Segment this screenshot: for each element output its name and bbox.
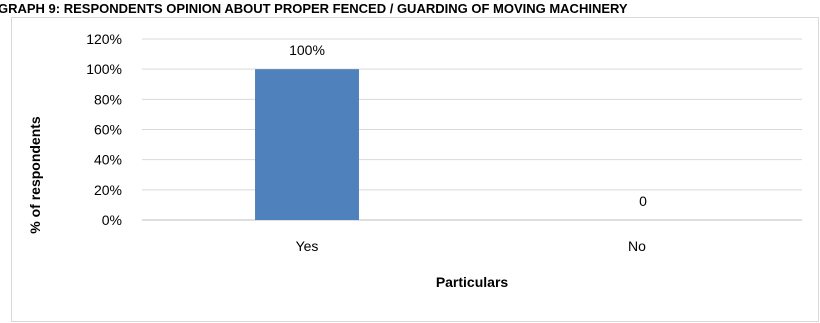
y-tick-label: 80% <box>94 91 122 107</box>
y-tick-label: 100% <box>86 61 122 77</box>
y-tick-label: 0% <box>102 212 122 228</box>
data-label: 0 <box>639 193 647 209</box>
y-axis-label: % of respondents <box>27 116 43 234</box>
chart-frame <box>11 17 819 322</box>
y-tick-labels: 0% 20% 40% 60% 80% 100% 120% <box>86 31 122 228</box>
gridlines <box>142 38 802 221</box>
x-tick-label: No <box>628 238 646 254</box>
data-labels: 100% 0 <box>289 42 647 209</box>
y-tick-label: 40% <box>94 152 122 168</box>
y-tick-label: 60% <box>94 122 122 138</box>
data-label: 100% <box>289 42 325 58</box>
bar-yes <box>255 69 359 221</box>
x-tick-labels: Yes No <box>296 238 647 254</box>
x-tick-label: Yes <box>296 238 319 254</box>
x-axis-label: Particulars <box>436 274 509 290</box>
y-tick-label: 120% <box>86 31 122 47</box>
chart-title: GRAPH 9: RESPONDENTS OPINION ABOUT PROPE… <box>0 1 628 16</box>
y-tick-label: 20% <box>94 182 122 198</box>
bars <box>255 69 359 221</box>
